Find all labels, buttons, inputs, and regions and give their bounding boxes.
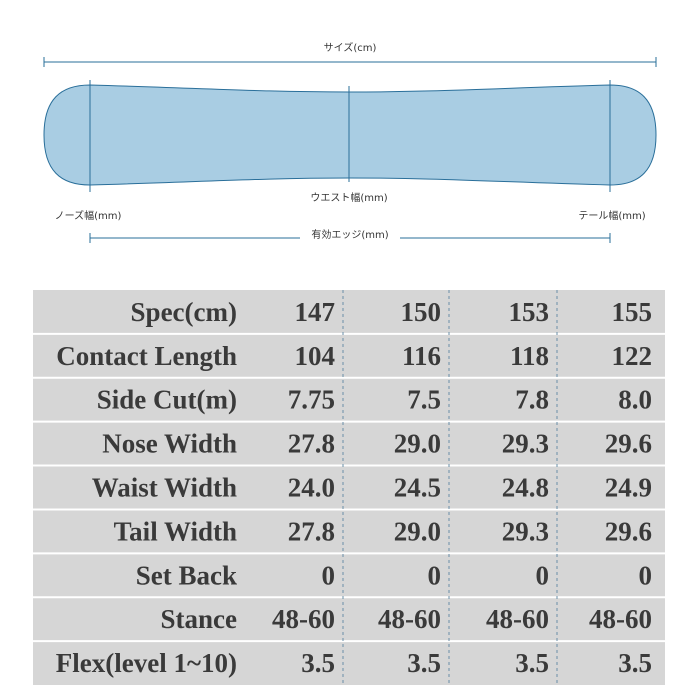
label-bg xyxy=(300,227,400,241)
table-cell: 7.5 xyxy=(407,385,441,415)
table-cell: 118 xyxy=(510,341,549,371)
table-cell: 29.6 xyxy=(605,429,652,459)
table-cell: 116 xyxy=(402,341,441,371)
table-cell: Spec(cm) xyxy=(131,297,237,327)
table-cell: 48-60 xyxy=(589,604,652,634)
nose-label: ノーズ幅(mm) xyxy=(55,209,122,222)
table-cell: Flex(level 1~10) xyxy=(56,648,237,678)
table-cell: 3.5 xyxy=(618,648,652,678)
table-cell: 29.0 xyxy=(394,429,441,459)
board-diagram xyxy=(43,57,657,243)
table-cell: 0 xyxy=(322,560,336,590)
table-cell: 153 xyxy=(509,297,550,327)
spec-table: Spec(cm) 147 150 153 155 Contact Length 104 116… xyxy=(33,290,665,685)
table-cell: 3.5 xyxy=(301,648,335,678)
waist-label: ウエスト幅(mm) xyxy=(310,191,387,204)
tail-label: テール幅(mm) xyxy=(578,209,645,222)
edge-label: 有効エッジ(mm) xyxy=(311,228,388,241)
table-cell: 150 xyxy=(401,297,442,327)
table-cell: 3.5 xyxy=(515,648,549,678)
table-cell: Side Cut(m) xyxy=(97,385,237,415)
table-cell: 29.6 xyxy=(605,516,652,546)
table-cell: 7.8 xyxy=(515,385,549,415)
size-label: サイズ(cm) xyxy=(324,41,377,54)
table-cell: 48-60 xyxy=(486,604,549,634)
table-cell: 29.3 xyxy=(502,516,549,546)
table-cell: 104 xyxy=(295,341,336,371)
table-cell: 24.9 xyxy=(605,473,652,503)
table-cell: 155 xyxy=(612,297,653,327)
table-cell: 8.0 xyxy=(618,385,652,415)
board-shape xyxy=(43,84,657,186)
table-cell: 0 xyxy=(639,560,653,590)
table-cell: 48-60 xyxy=(272,604,335,634)
table-cell: 24.8 xyxy=(502,473,549,503)
table-cell: 24.5 xyxy=(394,473,441,503)
table-cell: 29.0 xyxy=(394,516,441,546)
table-cell: 0 xyxy=(428,560,442,590)
table-cell: Set Back xyxy=(136,560,237,590)
table-cell: 48-60 xyxy=(378,604,441,634)
label-bg xyxy=(300,40,400,54)
table-cell: 29.3 xyxy=(502,429,549,459)
table-cell: 147 xyxy=(295,297,336,327)
table-cell: Nose Width xyxy=(102,429,237,459)
table-cell: 0 xyxy=(536,560,550,590)
table-cell: 3.5 xyxy=(407,648,441,678)
table-cell: Tail Width xyxy=(114,516,237,546)
table-cell: 24.0 xyxy=(288,473,335,503)
table-cell: Stance xyxy=(161,604,238,634)
table-cell: Contact Length xyxy=(56,341,237,371)
table-cell: 7.75 xyxy=(288,385,335,415)
table-cell: 27.8 xyxy=(288,516,335,546)
table-cell: 122 xyxy=(612,341,653,371)
table-bg xyxy=(33,290,665,685)
table-cell: Waist Width xyxy=(92,473,237,503)
table-cell: 27.8 xyxy=(288,429,335,459)
